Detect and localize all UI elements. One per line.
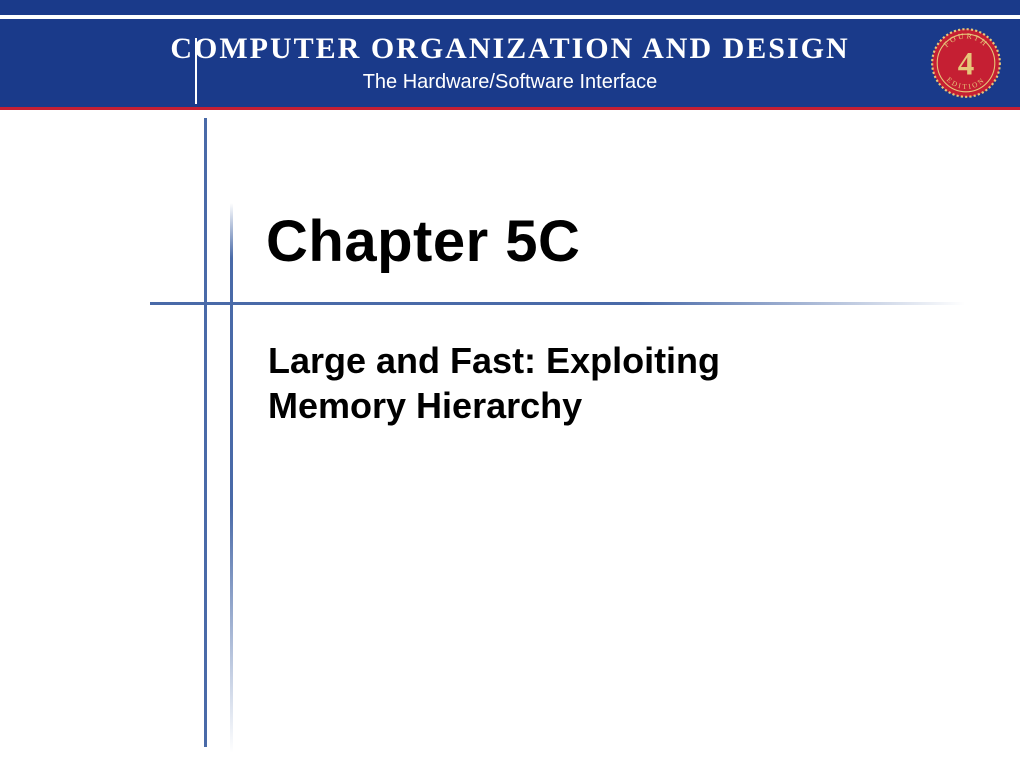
content-vertical-rule (230, 203, 233, 753)
chapter-subtitle: Large and Fast: Exploiting Memory Hierar… (268, 338, 828, 428)
chapter-title: Chapter 5C (266, 208, 580, 275)
banner-top-stripe (0, 0, 1020, 15)
banner-red-underline (0, 107, 1020, 110)
book-title: COMPUTER ORGANIZATION AND DESIGN (170, 32, 849, 65)
banner-text-block: COMPUTER ORGANIZATION AND DESIGN The Har… (170, 32, 849, 94)
edition-seal-icon: FOURTH EDITION 4 (930, 27, 1002, 99)
horizontal-rule (150, 302, 965, 305)
header-banner: COMPUTER ORGANIZATION AND DESIGN The Har… (0, 0, 1020, 118)
book-subtitle: The Hardware/Software Interface (170, 71, 849, 94)
banner-main: COMPUTER ORGANIZATION AND DESIGN The Har… (0, 19, 1020, 107)
seal-center-number: 4 (958, 46, 975, 83)
left-vertical-rule (204, 118, 207, 747)
slide-body: Chapter 5C Large and Fast: Exploiting Me… (0, 118, 1020, 765)
